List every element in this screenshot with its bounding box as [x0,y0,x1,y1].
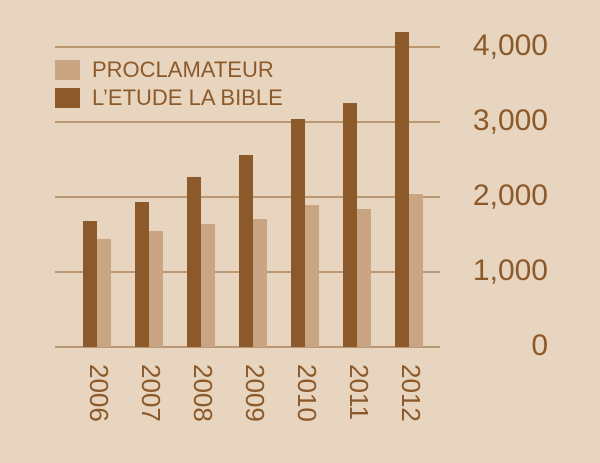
bar [187,176,201,347]
x-tick-label: 2008 [188,364,218,422]
bar [305,205,319,347]
bar [291,119,305,347]
y-tick-label: 4,000 [473,29,548,62]
bar [201,224,215,347]
legend-label: L’ETUDE LA BIBLE [92,85,283,110]
legend-label: PROCLAMATEUR [92,57,274,82]
x-tick-label: 2012 [396,364,426,422]
legend-swatch [55,60,80,80]
bar [253,218,267,347]
bar [357,209,371,347]
legend-swatch [55,88,80,108]
y-tick-label: 1,000 [473,254,548,287]
bar [343,103,357,348]
bar [97,239,111,347]
x-tick-label: 2007 [136,364,166,422]
bar [395,32,409,347]
bar [239,155,253,347]
x-tick-label: 2009 [240,364,270,422]
bar [135,202,149,347]
bar [149,230,163,347]
y-tick-label: 0 [531,329,548,362]
x-tick-label: 2010 [292,364,322,422]
x-tick-label: 2011 [344,364,374,420]
y-tick-label: 3,000 [473,104,548,137]
bar [409,194,423,347]
y-tick-label: 2,000 [473,179,548,212]
x-tick-label: 2006 [84,364,114,422]
bar [83,221,97,347]
